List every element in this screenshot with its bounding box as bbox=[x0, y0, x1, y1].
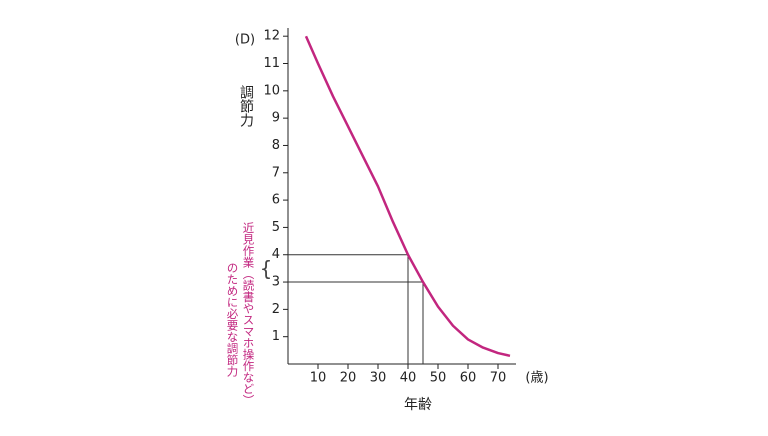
y-axis-label: 調節力 bbox=[238, 85, 254, 128]
y-tick-label: 5 bbox=[272, 220, 280, 235]
x-tick-label: 20 bbox=[340, 371, 357, 386]
y-tick-label: 2 bbox=[272, 302, 280, 317]
y-tick-label: 3 bbox=[272, 275, 280, 290]
panel-label: (D) bbox=[235, 33, 255, 48]
y-tick-label: 7 bbox=[272, 165, 280, 180]
y-tick-label: 10 bbox=[263, 83, 280, 98]
brace: { bbox=[260, 257, 273, 281]
y-tick-label: 4 bbox=[272, 247, 280, 262]
x-axis-label: 年齢 bbox=[404, 397, 432, 413]
y-tick-label: 8 bbox=[272, 138, 280, 153]
y-tick-label: 9 bbox=[272, 111, 280, 126]
x-tick-label: 40 bbox=[400, 371, 417, 386]
y-tick-label: 1 bbox=[272, 329, 280, 344]
annotation: のために必要な調節力 bbox=[226, 262, 240, 378]
annotation: 近見作業（読書やスマホ操作など） bbox=[242, 222, 256, 406]
x-tick-label: 30 bbox=[370, 371, 387, 386]
x-unit-label: (歳) bbox=[525, 371, 548, 386]
x-tick-label: 70 bbox=[490, 371, 507, 386]
y-tick-label: 6 bbox=[272, 193, 280, 208]
y-tick-label: 11 bbox=[263, 56, 280, 71]
curve bbox=[304, 35, 511, 358]
y-tick-label: 12 bbox=[263, 29, 280, 44]
x-tick-label: 10 bbox=[310, 371, 327, 386]
x-tick-label: 60 bbox=[460, 371, 477, 386]
x-tick-label: 50 bbox=[430, 371, 447, 386]
